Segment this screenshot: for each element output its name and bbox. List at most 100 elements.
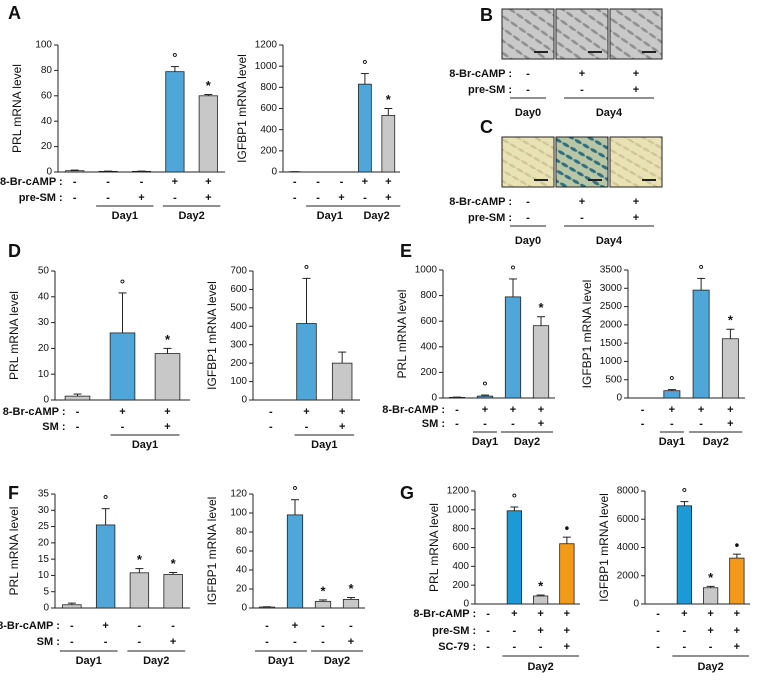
y-tick-label: 400 — [260, 124, 277, 135]
y-tick-label: 1000 — [415, 265, 438, 276]
bar — [559, 543, 575, 605]
y-tick-label: 30 — [38, 505, 50, 516]
y-axis-label: PRL mRNA level — [7, 291, 21, 380]
condition-sign: - — [316, 176, 320, 188]
y-tick-label: 1500 — [600, 338, 623, 349]
condition-sign: - — [641, 418, 645, 430]
bar — [506, 510, 522, 605]
y-tick-label: 0 — [43, 395, 49, 406]
condition-sign: - — [269, 421, 273, 433]
condition-name: pre-SM : — [19, 192, 63, 204]
condition-sign: - — [269, 406, 273, 418]
condition-sign: - — [293, 176, 297, 188]
significance-marker: * — [206, 78, 212, 93]
condition-sign: + — [681, 608, 687, 620]
y-tick-label: 800 — [420, 290, 437, 301]
y-tick-label: 200 — [260, 145, 277, 156]
condition-sign: + — [172, 176, 178, 188]
condition-sign: - — [670, 418, 674, 430]
condition-sign: + — [633, 68, 639, 80]
condition-name: SM : — [42, 421, 65, 433]
significance-marker: ° — [682, 485, 687, 500]
condition-sign: - — [683, 625, 687, 637]
y-tick-label: 400 — [420, 341, 437, 352]
group-label: Day1 — [268, 655, 294, 667]
y-tick-label: 30 — [38, 317, 50, 328]
condition-sign: - — [121, 421, 125, 433]
condition-sign: - — [321, 620, 325, 632]
bar — [342, 599, 360, 609]
y-tick-label: 0 — [616, 393, 622, 404]
bar — [331, 362, 353, 401]
condition-sign: - — [656, 625, 660, 637]
condition-sign: - — [173, 192, 177, 204]
y-tick-label: 10 — [38, 369, 50, 380]
condition-sign: - — [656, 641, 660, 653]
y-tick-label: 20 — [38, 343, 50, 354]
condition-sign: + — [164, 421, 170, 433]
panel-label: D — [8, 241, 21, 261]
condition-sign: + — [727, 418, 733, 430]
condition-sign: - — [683, 641, 687, 653]
y-tick-label: 0 — [241, 603, 247, 614]
group-label: Day2 — [363, 210, 389, 222]
bar — [703, 587, 719, 605]
condition-sign: + — [385, 176, 391, 188]
bar — [532, 325, 550, 399]
condition-sign: + — [164, 406, 170, 418]
bar — [729, 557, 745, 605]
condition-sign: - — [526, 84, 530, 96]
panel-label: G — [400, 483, 414, 503]
condition-sign: - — [265, 636, 269, 648]
condition-sign: + — [564, 641, 570, 653]
condition-sign: - — [140, 176, 144, 188]
significance-marker: ° — [103, 492, 108, 507]
y-tick-label: 60 — [236, 546, 248, 557]
y-tick-label: 1200 — [255, 40, 278, 51]
y-tick-label: 120 — [230, 489, 247, 500]
y-tick-label: 0 — [633, 599, 639, 610]
significance-marker: ° — [362, 57, 367, 72]
panel-label: E — [400, 241, 412, 261]
y-axis-label: PRL mRNA level — [395, 290, 409, 379]
condition-sign: + — [707, 608, 713, 620]
condition-name: 8-Br-cAMP : — [3, 406, 66, 418]
condition-sign: + — [138, 192, 144, 204]
condition-name: 8-Br-cAMP : — [0, 620, 60, 632]
bar — [358, 83, 372, 173]
condition-sign: - — [486, 625, 490, 637]
y-tick-label: 600 — [260, 103, 277, 114]
condition-sign: - — [138, 620, 142, 632]
condition-sign: + — [385, 192, 391, 204]
condition-sign: + — [510, 404, 516, 416]
condition-name: pre-SM : — [432, 625, 476, 637]
condition-sign: - — [138, 636, 142, 648]
condition-sign: - — [513, 641, 517, 653]
y-tick-label: 300 — [230, 339, 247, 350]
y-tick-label: 20 — [41, 141, 53, 152]
condition-name: pre-SM : — [468, 84, 512, 96]
condition-sign: + — [170, 636, 176, 648]
condition-sign: - — [641, 404, 645, 416]
significance-marker: * — [165, 332, 171, 347]
y-tick-label: 20 — [38, 537, 50, 548]
y-axis-label: IGFBP1 mRNA level — [235, 54, 249, 163]
significance-marker: * — [538, 578, 544, 593]
y-tick-label: 600 — [452, 542, 469, 553]
condition-sign: - — [321, 636, 325, 648]
condition-sign: + — [734, 641, 740, 653]
condition-sign: - — [486, 608, 490, 620]
condition-sign: + — [362, 176, 368, 188]
condition-sign: + — [292, 620, 298, 632]
bar — [154, 353, 181, 401]
y-tick-label: 40 — [38, 291, 50, 302]
condition-sign: + — [633, 212, 639, 224]
condition-sign: - — [526, 212, 530, 224]
bar — [533, 595, 549, 605]
y-tick-label: 200 — [230, 358, 247, 369]
y-tick-label: 800 — [452, 523, 469, 534]
condition-sign: + — [633, 196, 639, 208]
condition-sign: - — [486, 641, 490, 653]
panel-label: C — [480, 117, 493, 137]
y-tick-label: 500 — [230, 302, 247, 313]
